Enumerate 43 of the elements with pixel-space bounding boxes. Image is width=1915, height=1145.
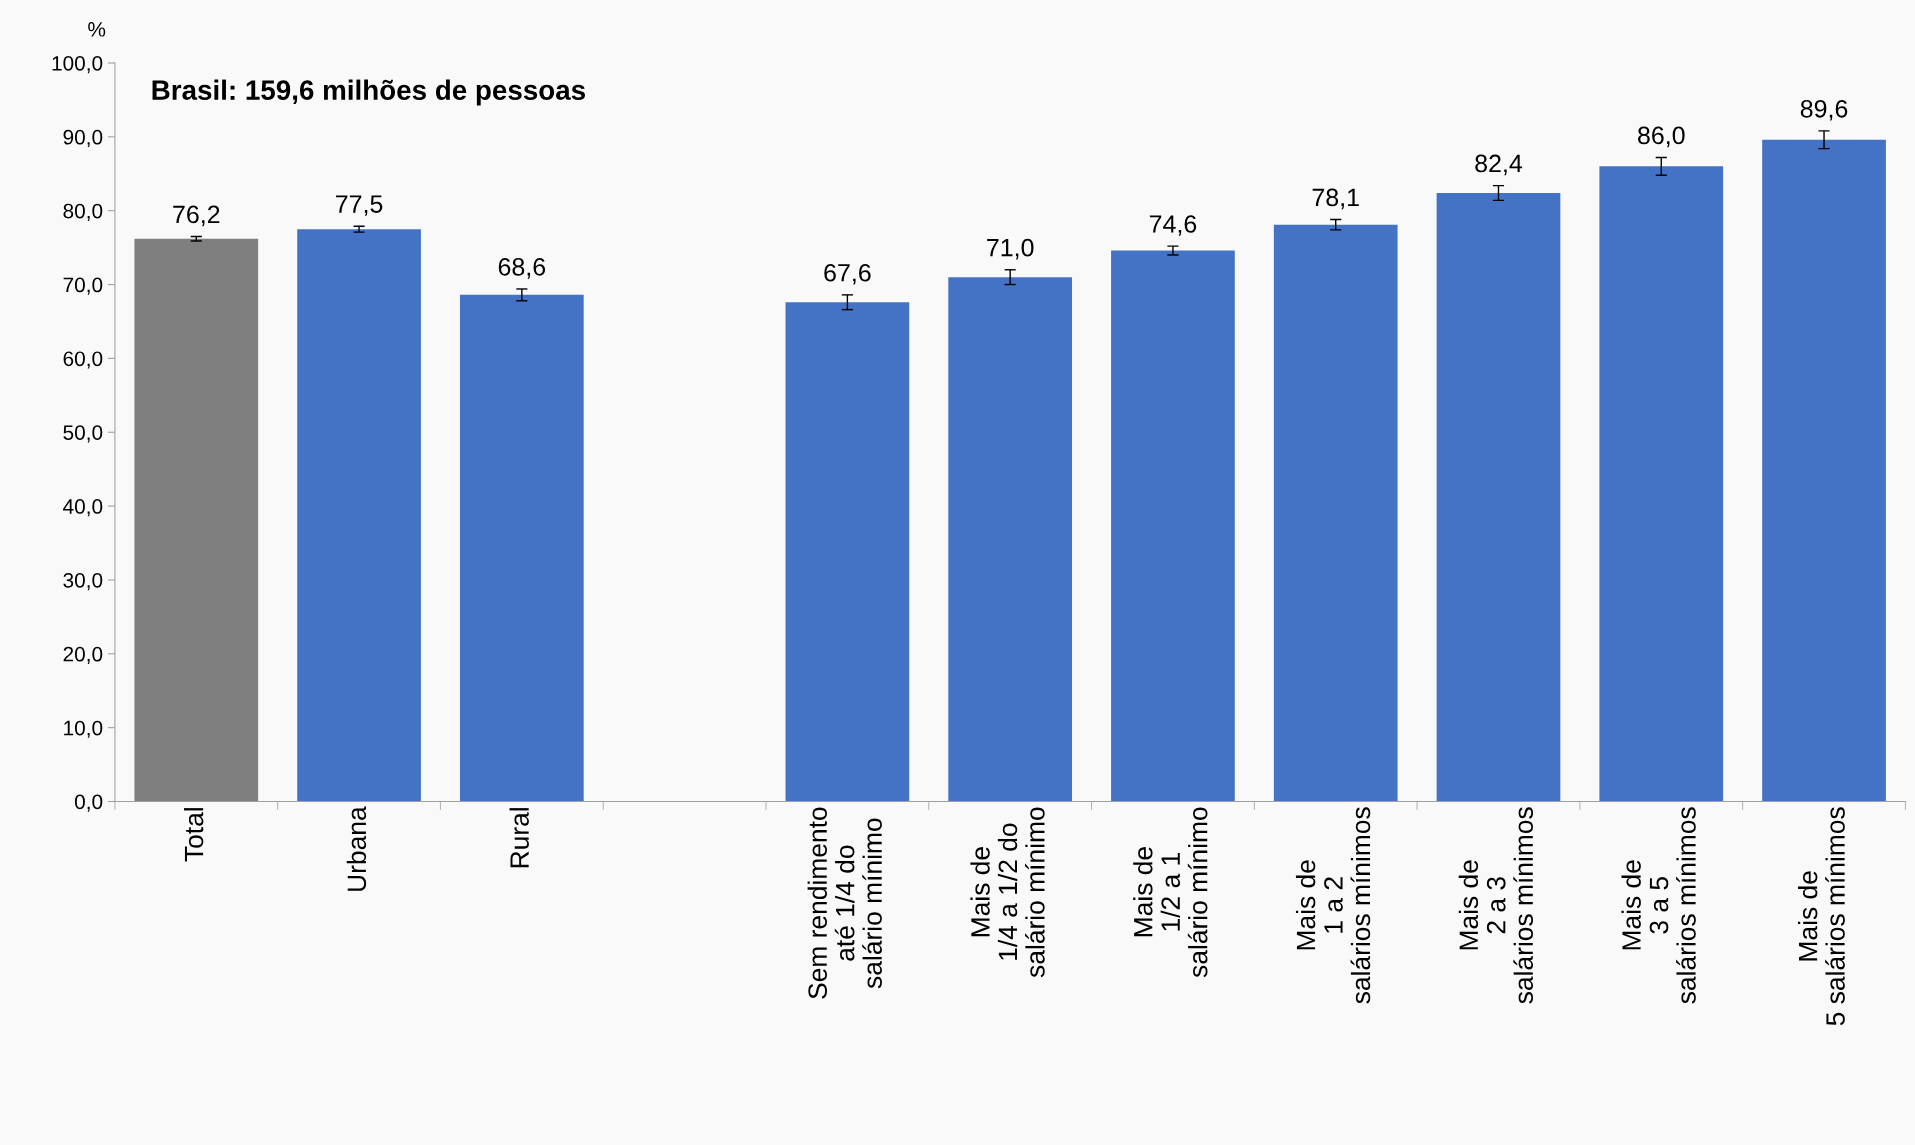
bar bbox=[1436, 192, 1561, 802]
bar bbox=[459, 294, 584, 802]
data-label: 86,0 bbox=[1638, 126, 1685, 148]
y-tick-label: 30,0 bbox=[63, 572, 103, 591]
y-tick-label: 70,0 bbox=[63, 277, 103, 295]
bar bbox=[297, 229, 421, 802]
bar bbox=[1111, 250, 1235, 802]
y-tick-label: 100,0 bbox=[52, 55, 103, 74]
data-label: 68,6 bbox=[498, 257, 546, 279]
x-tick-label: Sem rendimento até 1/4 do salário mínimo bbox=[807, 807, 882, 999]
y-tick-label: 40,0 bbox=[63, 499, 103, 517]
x-tick-label: Mais de 1/2 a 1 salário mínimo bbox=[1133, 807, 1208, 978]
bar bbox=[1599, 166, 1724, 802]
data-label: 74,6 bbox=[1149, 215, 1197, 236]
y-tick-label: 50,0 bbox=[63, 425, 103, 443]
bar bbox=[1273, 224, 1398, 802]
y-tick-label: 10,0 bbox=[64, 720, 103, 738]
y-tick-label: 80,0 bbox=[63, 203, 103, 221]
text: Brasil: 159,6 milhões de pessoas bbox=[152, 79, 585, 106]
y-tick-label: 60,0 bbox=[63, 351, 103, 369]
y-tick-label: 0,0 bbox=[74, 794, 103, 812]
data-label: 76,2 bbox=[173, 205, 220, 227]
x-tick-label: Rural bbox=[509, 808, 529, 868]
y-tick-label: 20,0 bbox=[63, 646, 103, 665]
data-label: 77,5 bbox=[336, 195, 383, 216]
x-tick-label: Total bbox=[183, 808, 204, 862]
y-tick-label: 90,0 bbox=[63, 129, 103, 148]
data-label: 78,1 bbox=[1312, 188, 1359, 210]
data-label: 67,6 bbox=[824, 263, 871, 285]
data-label: 89,6 bbox=[1800, 99, 1848, 121]
data-label: 71,0 bbox=[987, 238, 1034, 260]
x-tick-label: Mais de 2 a 3 salários mínimos bbox=[1458, 807, 1534, 1004]
x-tick-label: Urbana bbox=[346, 806, 367, 891]
bar bbox=[948, 277, 1073, 802]
bar bbox=[134, 238, 259, 802]
x-tick-label: Mais de 5 salários mínimos bbox=[1798, 807, 1845, 1026]
bar bbox=[785, 302, 910, 802]
x-tick-label: Mais de 3 a 5 salários mínimos bbox=[1621, 807, 1696, 1004]
x-tick-label: Mais de 1/4 a 1/2 do salário mínimo bbox=[970, 807, 1045, 978]
data-label: 82,4 bbox=[1475, 154, 1523, 176]
x-tick-label: Mais de 1 a 2 salários mínimos bbox=[1295, 807, 1371, 1004]
bar bbox=[1762, 139, 1886, 802]
y-axis-title: % bbox=[88, 22, 106, 37]
